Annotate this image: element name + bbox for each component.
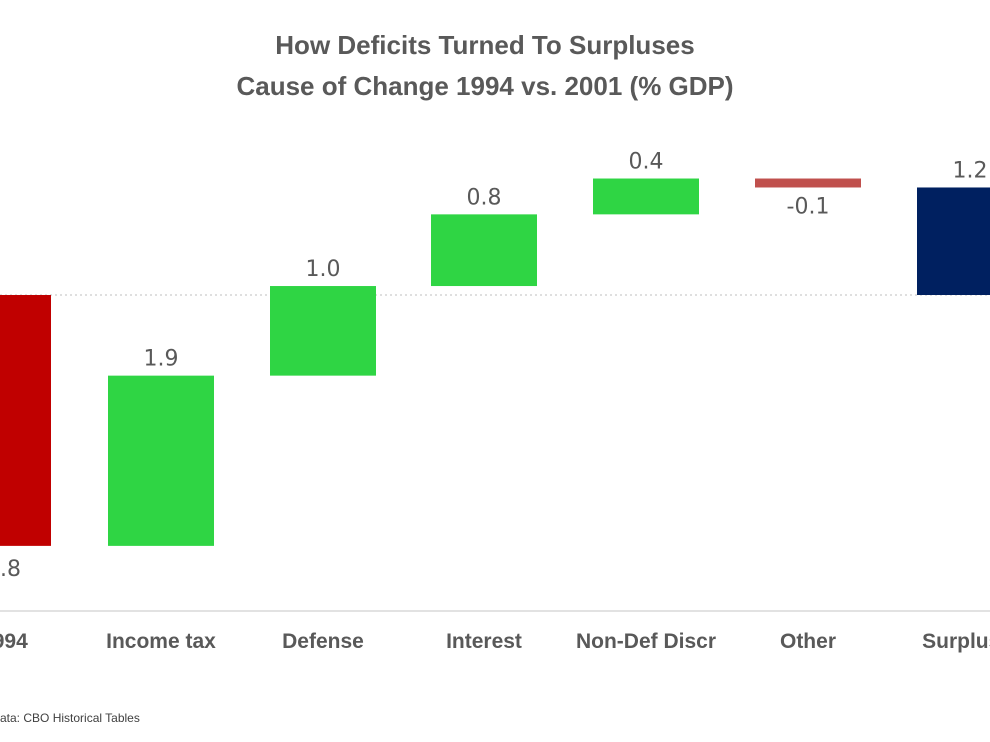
data-label-7: 1.2 xyxy=(953,158,988,183)
x-tick-label-4: Interest xyxy=(446,630,522,653)
data-label-6: -0.1 xyxy=(787,194,830,219)
bar-5 xyxy=(593,178,699,215)
x-tick-label-5: Non-Def Discr xyxy=(576,630,716,653)
data-label-4: 0.8 xyxy=(467,185,502,210)
x-tick-label-6: Other xyxy=(780,630,836,653)
x-tick-label-2: Income tax xyxy=(106,630,216,653)
data-label-2: 1.9 xyxy=(144,347,179,372)
chart-title-line2: Cause of Change 1994 vs. 2001 (% GDP) xyxy=(236,71,733,101)
plot-area: .8 t 1994 1.9 Income tax 1.0 Defense 0.8 Intere… xyxy=(0,150,990,653)
x-tick-label-1: t 1994 xyxy=(0,630,28,653)
x-tick-label-7: Surplus 2 xyxy=(922,630,990,653)
bar-7 xyxy=(917,187,990,295)
chart-title-line1: How Deficits Turned To Surpluses xyxy=(275,30,694,60)
bar-3 xyxy=(270,286,376,376)
x-tick-label-3: Defense xyxy=(282,630,364,653)
data-label-5: 0.4 xyxy=(629,150,664,175)
bar-6 xyxy=(755,178,861,188)
data-label-1: .8 xyxy=(0,557,21,582)
bar-1 xyxy=(0,295,51,546)
bar-4 xyxy=(431,214,537,287)
source-note: ata: CBO Historical Tables xyxy=(0,711,140,725)
bar-2 xyxy=(108,375,214,546)
data-label-3: 1.0 xyxy=(306,257,341,282)
